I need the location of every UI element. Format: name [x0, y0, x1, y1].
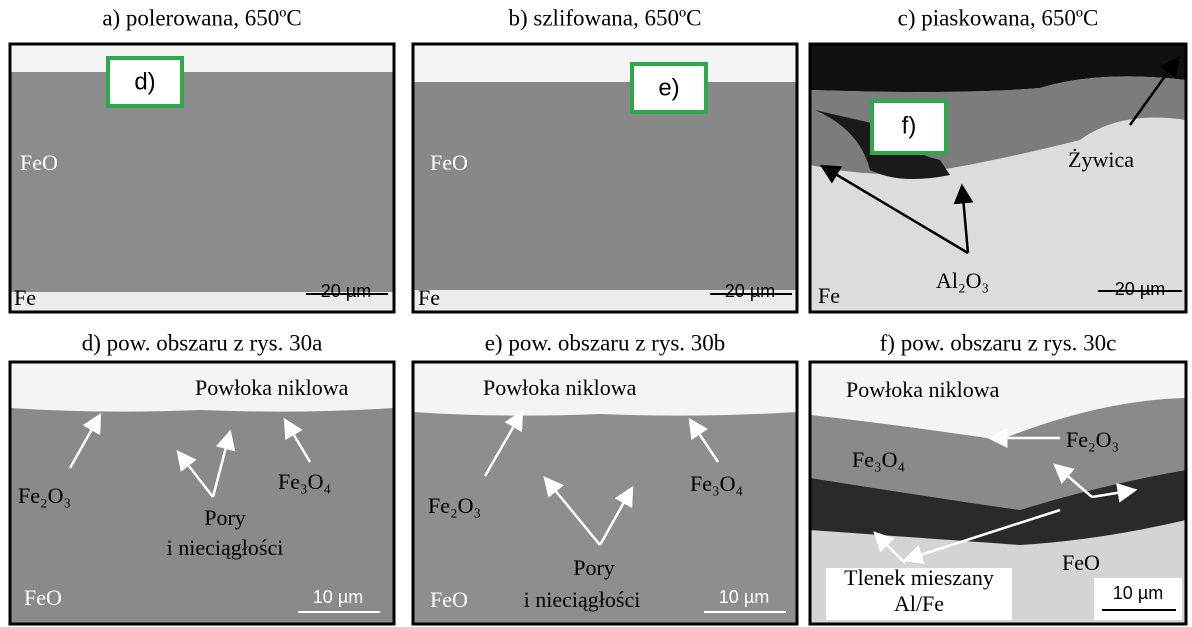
- label: d): [134, 68, 155, 95]
- label: Pory: [204, 505, 246, 530]
- figure: a) polerowana, 650ºC d) FeO Fe 20 µm b) …: [0, 0, 1192, 627]
- scale-label: 10 µm: [1113, 583, 1163, 603]
- label: Fe₃O₄: [278, 469, 331, 494]
- label: Powłoka niklowa: [483, 375, 637, 400]
- panel-title: e) pow. obszaru z rys. 30b: [485, 330, 726, 355]
- label: Fe₂O₃: [428, 493, 481, 518]
- panel-title: c) piaskowana, 650ºC: [898, 5, 1099, 30]
- label: Tlenek mieszany: [844, 565, 994, 590]
- label: Fe: [418, 285, 440, 310]
- label: FeO: [430, 587, 468, 612]
- label: Fe: [818, 283, 840, 308]
- label: Żywica: [1068, 147, 1134, 172]
- scale-label: 20 µm: [1115, 279, 1165, 299]
- micrograph: [413, 44, 797, 312]
- panel-title: f) pow. obszaru z rys. 30c: [880, 330, 1117, 355]
- label: FeO: [20, 150, 58, 175]
- label: Powłoka niklowa: [195, 375, 349, 400]
- label: Fe₃O₄: [690, 471, 743, 496]
- label: Fe₂O₃: [1066, 427, 1119, 452]
- panel-title: d) pow. obszaru z rys. 30a: [82, 330, 323, 355]
- label: Al/Fe: [894, 591, 944, 616]
- label: Powłoka niklowa: [846, 377, 1000, 402]
- scale-label: 20 µm: [725, 281, 775, 301]
- label: Al₂O₃: [936, 268, 989, 293]
- label: Fe₃O₄: [852, 447, 905, 472]
- panel-title: b) szlifowana, 650ºC: [508, 5, 701, 30]
- label: f): [902, 112, 917, 139]
- label: FeO: [24, 585, 62, 610]
- scale-label: 10 µm: [719, 587, 769, 607]
- label: Fe: [14, 285, 36, 310]
- panel-title: a) polerowana, 650ºC: [102, 5, 301, 30]
- label: Pory: [573, 555, 615, 580]
- label: i nieciągłości: [167, 535, 284, 560]
- label: FeO: [430, 150, 468, 175]
- micrograph: [10, 44, 394, 312]
- label: FeO: [1062, 550, 1100, 575]
- micrograph: [810, 44, 1186, 312]
- label: i nieciągłości: [524, 587, 641, 612]
- label: e): [658, 74, 679, 101]
- scale-label: 10 µm: [313, 587, 363, 607]
- label: Fe₂O₃: [18, 483, 71, 508]
- scale-label: 20 µm: [321, 281, 371, 301]
